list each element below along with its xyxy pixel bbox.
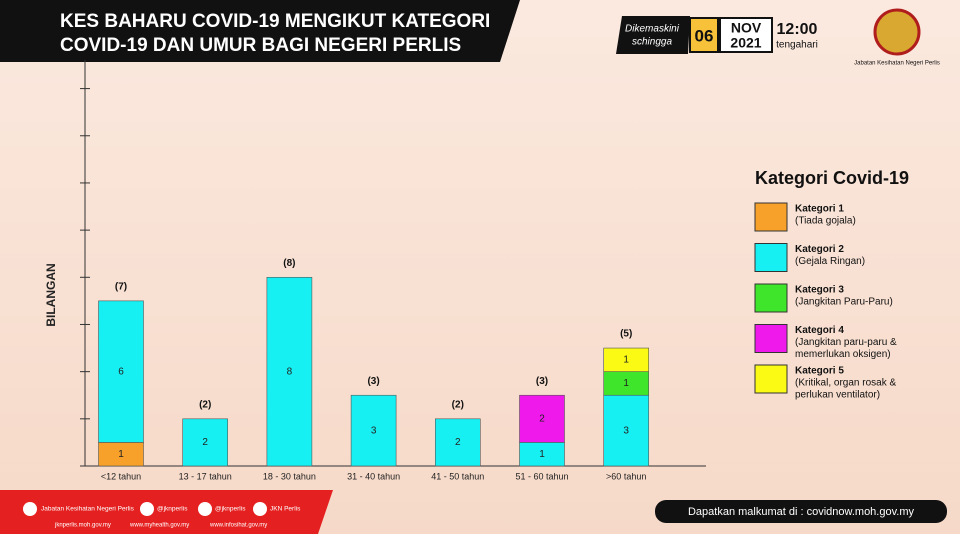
legend-name: Kategori 5 [795, 366, 844, 377]
info-pill [655, 500, 947, 523]
updated-label: schingga [632, 37, 672, 48]
segment-label: 1 [118, 449, 124, 460]
x-tick-label: 18 - 30 tahun [263, 471, 316, 481]
updated-label: Dikemaskini [625, 24, 680, 35]
legend-description: (Tiada gojala) [795, 216, 856, 227]
total-label: (5) [620, 329, 632, 340]
legend-description: (Gejala Ringan) [795, 256, 865, 267]
legend-title: Kategori Covid-19 [755, 168, 909, 188]
bar-segment [603, 394, 650, 467]
segment-label: 3 [623, 425, 629, 436]
legend-name: Kategori 2 [795, 244, 844, 255]
bar-segment [98, 300, 144, 443]
legend-swatch [754, 364, 788, 394]
total-label: (7) [115, 282, 127, 293]
total-label: (2) [199, 399, 211, 410]
legend-swatch [754, 283, 788, 313]
total-label: (8) [283, 258, 295, 269]
footer-band [0, 490, 333, 534]
y-axis-label: BILANGAN [44, 263, 58, 326]
legend-name: Kategori 3 [795, 285, 844, 296]
total-label: (3) [536, 376, 548, 387]
bar-segment [182, 418, 228, 467]
bar-segment [519, 394, 565, 443]
segment-label: 2 [455, 437, 461, 448]
total-label: (2) [452, 399, 464, 410]
site: www.myhealth.gov.my [129, 523, 189, 529]
bar-segment [266, 276, 313, 467]
social: Jabatan Kesihatan Negeri Perlis [41, 506, 135, 513]
x-tick-label: 13 - 17 tahun [179, 471, 232, 481]
legend-swatch [754, 243, 788, 272]
legend-name: Kategori 1 [795, 204, 844, 215]
legend-swatch [754, 202, 788, 232]
icon [23, 502, 37, 516]
agency: Jabatan Kesihatan Negeri Perlis [854, 61, 940, 67]
segment-label: 2 [539, 413, 545, 424]
month: NOV [731, 20, 762, 36]
legend-name: Kategori 4 [795, 325, 844, 336]
month-box [719, 17, 773, 53]
title-banner [0, 0, 520, 62]
bar-segment [434, 418, 481, 467]
icon [140, 502, 154, 516]
legend-description: (Kritikal, organ rosak & [795, 378, 896, 389]
x-tick-label: 51 - 60 tahun [515, 471, 568, 481]
day-box [689, 17, 719, 53]
site: www.infosihat.gov.my [209, 523, 267, 529]
site: jknperlis.moh.gov.my [54, 523, 111, 529]
icon [253, 502, 267, 516]
total-label: (3) [367, 376, 379, 387]
x-tick-label: 41 - 50 tahun [431, 471, 484, 481]
legend-description: memerlukan oksigen) [795, 349, 891, 360]
segment-label: 1 [623, 378, 629, 389]
x-tick-label: >60 tahun [606, 471, 646, 481]
crest [873, 8, 921, 56]
segment-label: 2 [202, 437, 208, 448]
social: @jknperlis [215, 506, 246, 513]
year: 2021 [730, 35, 761, 51]
plot: 1 6 (7) <12 tahun 2 (2) 13 - 17 tahun 8 (8) 18 - … [80, 88, 650, 481]
legend: Kategori 1(Tiada gojala) Kategori 2(Gejal… [754, 202, 897, 401]
title: COVID-19 DAN UMUR BAGI NEGERI PERLIS [60, 35, 461, 56]
social: @jknperlis [157, 506, 188, 513]
legend-description: (Jangkitan paru-paru & [795, 337, 897, 348]
segment-label: 3 [371, 425, 377, 436]
info: Dapatkan malkumat di : covidnow.moh.gov.… [688, 506, 915, 518]
x-tick-label: 31 - 40 tahun [347, 471, 400, 481]
time: 12:00 [777, 21, 818, 38]
legend-swatch [754, 324, 788, 353]
segment-label: 1 [539, 449, 545, 460]
bar-segment [603, 347, 650, 372]
legend-description: perlukan ventilator) [795, 390, 880, 401]
segment-label: 6 [118, 366, 124, 377]
x-tick-label: <12 tahun [101, 471, 141, 481]
segment-label: 8 [287, 366, 293, 377]
title: KES BAHARU COVID-19 MENGIKUT KATEGORI [60, 11, 490, 32]
social: JKN Perlis [270, 506, 301, 513]
updated-box [616, 16, 690, 54]
icon [198, 502, 212, 516]
legend-description: (Jangkitan Paru-Paru) [795, 297, 893, 308]
time-note: tengahari [776, 40, 818, 51]
day: 06 [695, 26, 714, 45]
segment-label: 1 [623, 354, 629, 365]
bar-segment [350, 394, 397, 467]
